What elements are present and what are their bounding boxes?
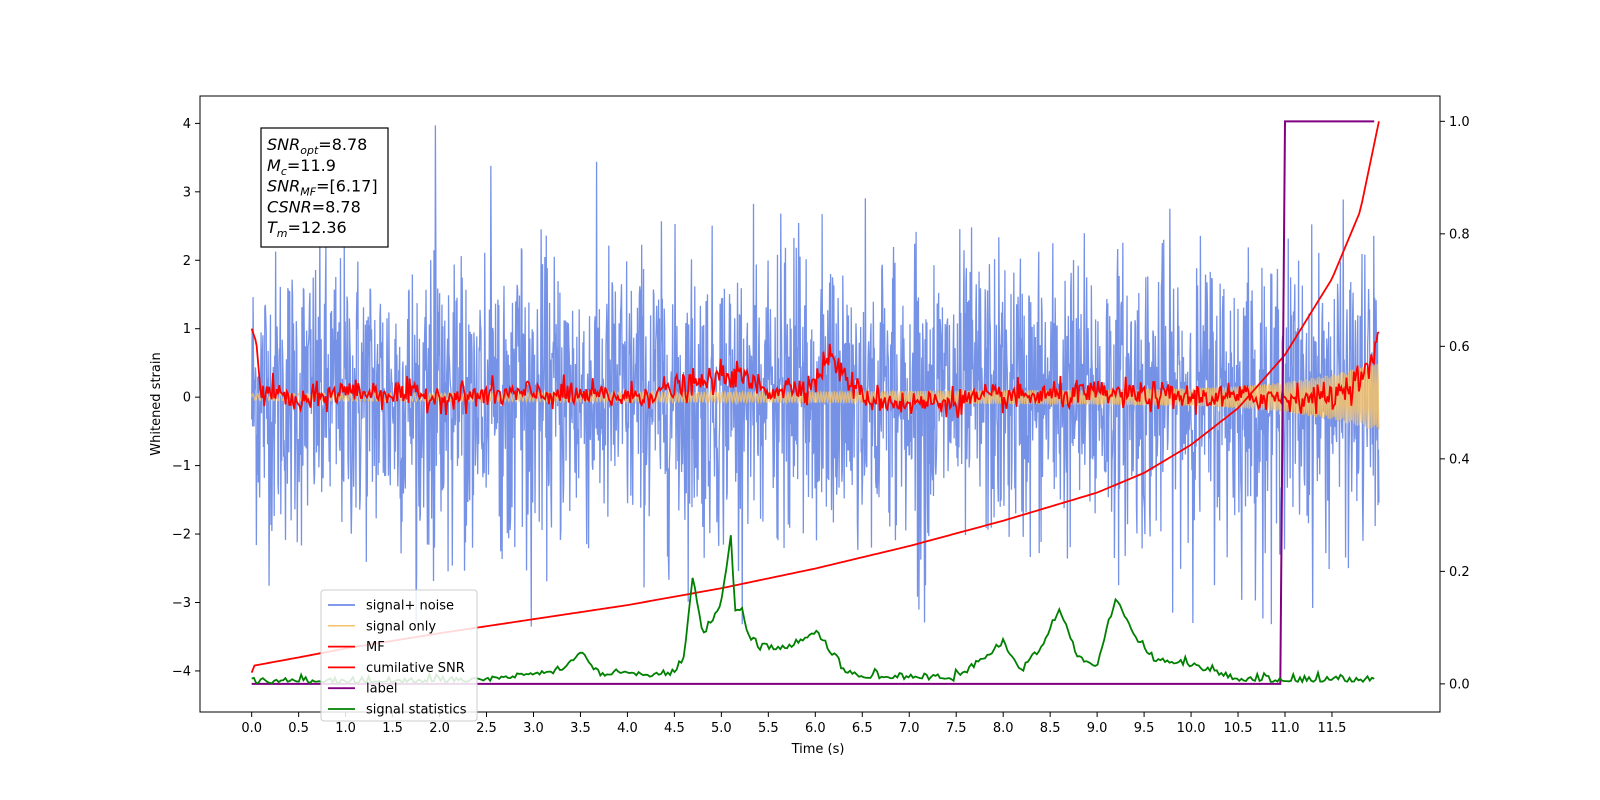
annotation-line: SNRopt=8.78 — [267, 135, 367, 157]
x-tick-label: 10.5 — [1224, 721, 1253, 736]
x-tick-label: 4.0 — [617, 721, 638, 736]
x-tick-label: 1.0 — [335, 721, 356, 736]
annotation-line: Mc=11.9 — [267, 156, 336, 178]
x-tick-label: 0.0 — [241, 721, 262, 736]
x-tick-label: 10.0 — [1177, 721, 1206, 736]
annotation-line: Tm=12.36 — [267, 218, 347, 240]
y2-axis-ticks: 0.0 0.2 0.4 0.6 0.8 1.0 — [1440, 115, 1470, 692]
y-axis-label: Whitened strain — [149, 352, 164, 455]
y-tick-label: 2 — [183, 254, 191, 269]
y-tick-label: −1 — [172, 459, 191, 474]
x-axis-ticks: 0.0 0.5 1.0 1.5 2.0 2.5 3.0 3.5 4.0 4.5 5.0 5.5 6.0 6… — [241, 712, 1346, 736]
annotation-line: SNRMF=[6.17] — [267, 177, 378, 199]
y2-tick-label: 1.0 — [1449, 115, 1470, 130]
series-mf — [250, 328, 1380, 419]
series-signal-noise — [251, 125, 1380, 627]
x-tick-label: 9.5 — [1134, 721, 1155, 736]
x-tick-label: 2.5 — [476, 721, 497, 736]
legend-label: signal statistics — [366, 703, 467, 718]
x-tick-label: 11.5 — [1317, 721, 1346, 736]
x-tick-label: 3.0 — [523, 721, 544, 736]
legend: signal+ noise signal only MF cumilative SNR… — [320, 589, 478, 722]
y-tick-label: 3 — [183, 185, 191, 200]
legend-label: signal+ noise — [366, 599, 454, 614]
y-tick-label: 1 — [183, 322, 191, 337]
x-tick-label: 6.5 — [852, 721, 873, 736]
legend-label: label — [366, 682, 397, 697]
y2-tick-label: 0.2 — [1449, 565, 1470, 580]
x-tick-label: 11.0 — [1271, 721, 1300, 736]
x-tick-label: 4.5 — [664, 721, 685, 736]
y2-tick-label: 0.6 — [1449, 340, 1470, 355]
legend-label: cumilative SNR — [366, 661, 465, 676]
legend-label: MF — [366, 640, 385, 655]
x-tick-label: 5.0 — [711, 721, 732, 736]
y2-tick-label: 0.4 — [1449, 452, 1470, 467]
x-tick-label: 7.5 — [946, 721, 967, 736]
y2-tick-label: 0.0 — [1449, 677, 1470, 692]
x-tick-label: 8.0 — [993, 721, 1014, 736]
y2-tick-label: 0.8 — [1449, 227, 1470, 242]
series-label — [251, 120, 1375, 685]
legend-label: signal only — [366, 619, 436, 634]
x-tick-label: 2.0 — [429, 721, 450, 736]
x-tick-label: 0.5 — [288, 721, 309, 736]
y-tick-label: −3 — [172, 596, 191, 611]
y-tick-label: 4 — [183, 117, 191, 132]
y-axis-ticks: −4 −3 −2 −1 0 1 2 3 4 — [172, 117, 200, 679]
axes-frame — [199, 95, 1441, 713]
y-tick-label: −4 — [172, 664, 191, 679]
annotation-line: CSNR=8.78 — [267, 197, 361, 216]
x-tick-label: 7.0 — [899, 721, 920, 736]
x-tick-label: 3.5 — [570, 721, 591, 736]
x-tick-label: 6.0 — [805, 721, 826, 736]
x-tick-label: 5.5 — [758, 721, 779, 736]
x-tick-label: 1.5 — [382, 721, 403, 736]
y-tick-label: −2 — [172, 528, 191, 543]
x-tick-label: 9.0 — [1087, 721, 1108, 736]
x-tick-label: 8.5 — [1040, 721, 1061, 736]
x-axis-label: Time (s) — [791, 742, 845, 757]
y-tick-label: 0 — [183, 391, 191, 406]
